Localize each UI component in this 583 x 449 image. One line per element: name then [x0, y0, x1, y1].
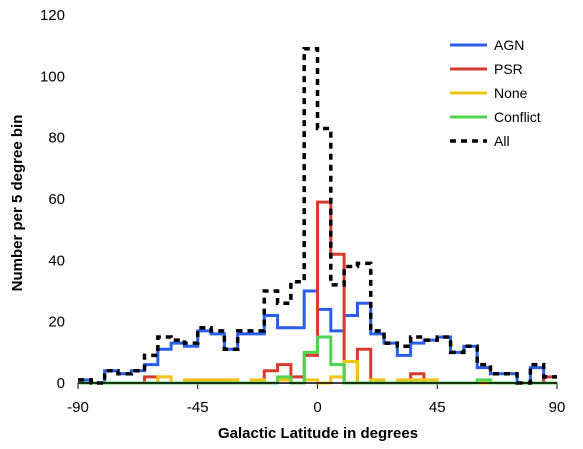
series-all-line — [78, 46, 557, 385]
y-tick-label: 100 — [40, 68, 65, 85]
y-axis-title: Number per 5 degree bin — [9, 115, 26, 292]
x-axis-title: Galactic Latitude in degrees — [218, 425, 418, 442]
y-tick-label: 20 — [48, 314, 65, 331]
x-tick-label: -90 — [67, 399, 89, 416]
x-tick-label: 45 — [429, 399, 446, 416]
x-tick-label: -45 — [187, 399, 209, 416]
legend: AGN PSR None Conflict All — [450, 37, 541, 149]
y-axis-ticks: 0 20 40 60 80 100 120 — [40, 7, 65, 392]
legend-label-conflict: Conflict — [494, 109, 541, 125]
legend-label-all: All — [494, 133, 510, 149]
x-tick-label: 0 — [313, 399, 321, 416]
y-tick-label: 80 — [48, 130, 65, 147]
y-tick-label: 40 — [48, 252, 65, 269]
y-tick-label: 60 — [48, 191, 65, 208]
x-tick-label: 90 — [549, 399, 566, 416]
y-tick-label: 120 — [40, 7, 65, 24]
y-tick-label: 0 — [57, 375, 65, 392]
legend-label-agn: AGN — [494, 37, 524, 53]
legend-label-none: None — [494, 85, 528, 101]
legend-label-psr: PSR — [494, 61, 523, 77]
